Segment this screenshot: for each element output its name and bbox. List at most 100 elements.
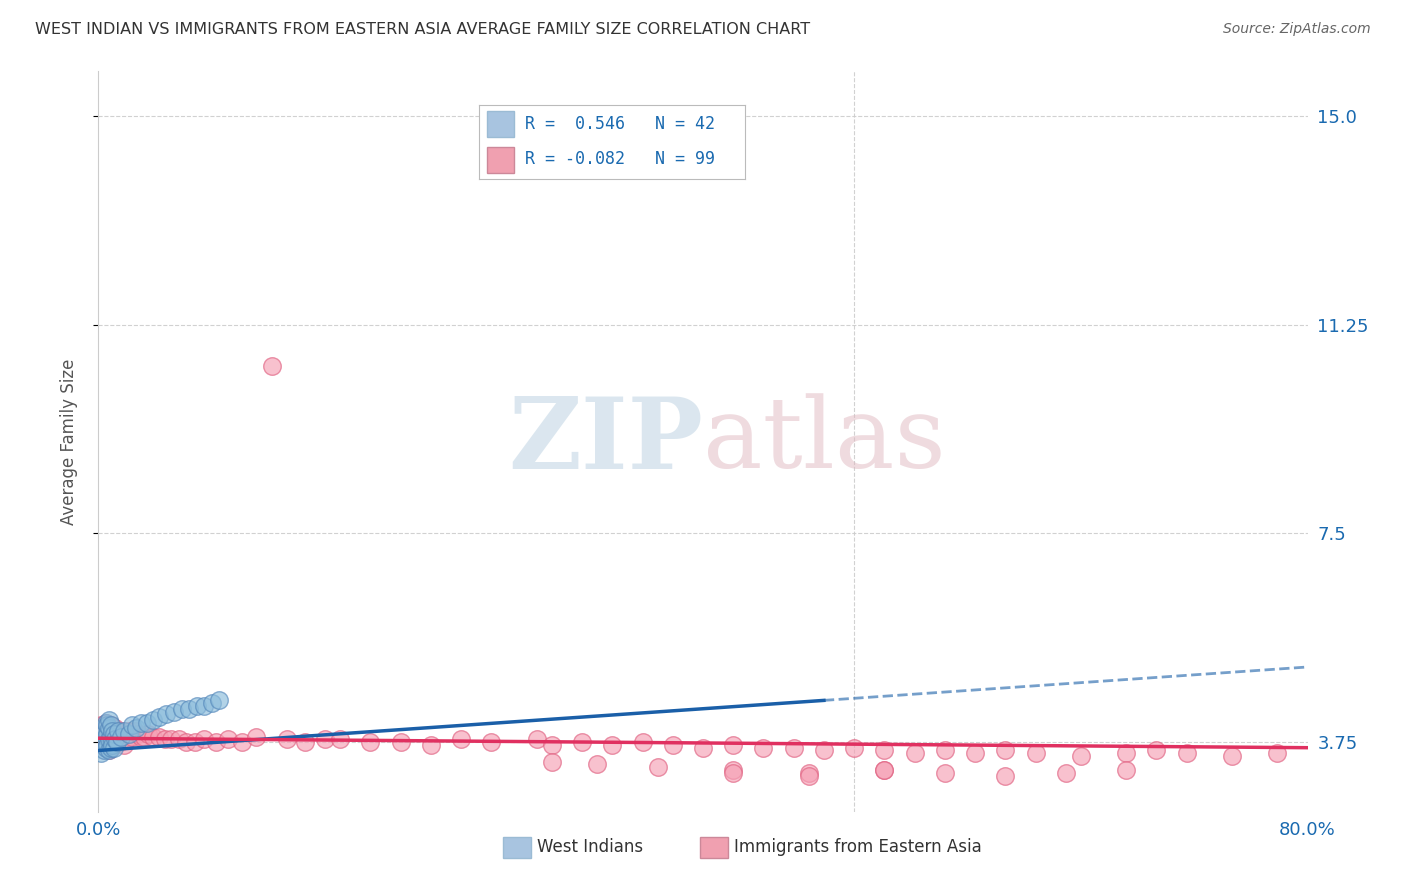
Point	[201, 696, 224, 710]
Point	[873, 743, 896, 757]
Point	[193, 732, 215, 747]
FancyBboxPatch shape	[700, 837, 728, 858]
Point	[90, 718, 112, 732]
Point	[90, 727, 112, 741]
FancyBboxPatch shape	[503, 837, 531, 858]
Point	[110, 730, 132, 744]
Point	[540, 738, 562, 752]
Point	[276, 732, 298, 747]
Point	[873, 763, 896, 777]
Point	[155, 707, 177, 722]
Point	[174, 735, 197, 749]
Point	[1024, 746, 1046, 760]
Point	[1054, 765, 1077, 780]
Point	[797, 765, 820, 780]
Point	[994, 768, 1017, 782]
Point	[647, 760, 669, 774]
Point	[360, 735, 382, 749]
Point	[94, 715, 117, 730]
Point	[314, 732, 336, 747]
Point	[104, 732, 127, 747]
Point	[94, 730, 117, 744]
Point	[91, 721, 114, 735]
Point	[692, 740, 714, 755]
Point	[104, 721, 127, 735]
Point	[89, 735, 111, 749]
Point	[103, 724, 125, 739]
Point	[91, 735, 114, 749]
Point	[103, 735, 125, 749]
Point	[723, 765, 745, 780]
Point	[994, 743, 1017, 757]
Point	[96, 718, 118, 732]
Point	[142, 730, 165, 744]
Point	[124, 724, 146, 739]
Point	[96, 738, 118, 752]
Point	[481, 735, 503, 749]
Point	[934, 743, 956, 757]
Point	[217, 732, 239, 747]
Point	[160, 732, 183, 747]
Point	[101, 724, 124, 739]
Point	[100, 718, 122, 732]
Text: Source: ZipAtlas.com: Source: ZipAtlas.com	[1223, 22, 1371, 37]
Point	[111, 724, 134, 739]
Point	[90, 746, 112, 760]
Point	[100, 740, 122, 755]
Point	[108, 735, 131, 749]
Point	[723, 763, 745, 777]
Point	[844, 740, 866, 755]
Point	[797, 768, 820, 782]
Point	[179, 702, 201, 716]
Point	[98, 732, 121, 747]
Point	[170, 702, 193, 716]
Point	[103, 727, 125, 741]
Point	[127, 727, 149, 741]
Point	[91, 724, 114, 739]
Point	[105, 730, 128, 744]
Point	[93, 743, 115, 757]
Y-axis label: Average Family Size: Average Family Size	[59, 359, 77, 524]
Point	[526, 732, 548, 747]
Point	[262, 359, 284, 374]
Point	[1175, 746, 1198, 760]
Point	[100, 740, 122, 755]
Point	[115, 732, 138, 747]
Point	[125, 721, 148, 735]
Point	[94, 738, 117, 752]
Point	[105, 735, 128, 749]
Point	[94, 740, 117, 755]
Point	[129, 730, 152, 744]
Point	[96, 730, 118, 744]
Point	[1267, 746, 1289, 760]
Point	[205, 735, 228, 749]
Point	[110, 730, 132, 744]
Point	[631, 735, 654, 749]
Point	[93, 727, 115, 741]
Point	[184, 735, 207, 749]
Point	[661, 738, 683, 752]
Point	[783, 740, 806, 755]
Point	[103, 740, 125, 755]
Point	[98, 732, 121, 747]
Point	[98, 721, 121, 735]
Point	[93, 721, 115, 735]
Point	[148, 730, 170, 744]
Point	[1144, 743, 1167, 757]
Point	[294, 735, 316, 749]
Point	[121, 730, 143, 744]
Point	[420, 738, 443, 752]
Point	[193, 698, 215, 713]
Point	[1115, 746, 1137, 760]
Point	[129, 715, 152, 730]
Point	[136, 727, 159, 741]
Point	[96, 718, 118, 732]
Point	[107, 724, 129, 739]
Point	[112, 724, 135, 739]
Point	[132, 730, 155, 744]
Text: ZIP: ZIP	[508, 393, 703, 490]
Point	[450, 732, 472, 747]
Point	[100, 718, 122, 732]
Point	[98, 743, 121, 757]
Point	[752, 740, 775, 755]
